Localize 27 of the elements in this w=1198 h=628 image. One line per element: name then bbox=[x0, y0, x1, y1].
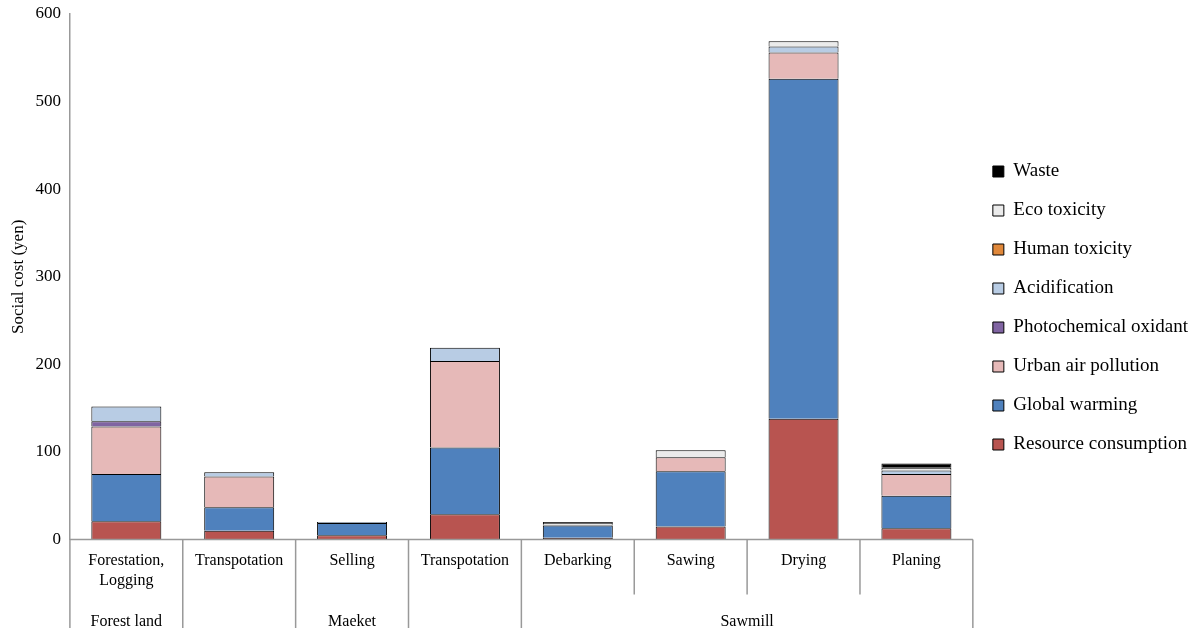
text: Maeket bbox=[328, 612, 377, 628]
y-tick-label: 200 bbox=[35, 353, 61, 373]
legend-label: Resource consumption bbox=[1013, 432, 1188, 454]
legend-label: Acidification bbox=[1013, 276, 1115, 298]
y-tick-label: 400 bbox=[35, 178, 61, 198]
y-tick-label: 600 bbox=[35, 3, 61, 23]
text: Forest land bbox=[90, 612, 163, 628]
x-tick-label: Drying bbox=[780, 551, 827, 570]
legend-label: Waste bbox=[1013, 159, 1060, 181]
legend-label: Urban air pollution bbox=[1013, 354, 1160, 376]
y-tick-label: 0 bbox=[52, 529, 61, 549]
x-tick-label: Transpotation bbox=[195, 551, 284, 570]
x-tick-label: Planing bbox=[891, 551, 941, 570]
text: Sawmill bbox=[720, 612, 775, 628]
legend-label: Human toxicity bbox=[1013, 237, 1133, 259]
y-tick-label: 300 bbox=[35, 266, 61, 286]
legend-label: Photochemical oxidant bbox=[1013, 315, 1189, 337]
x-tick-label: Transpotation bbox=[420, 551, 510, 570]
y-axis-title: Social cost (yen) bbox=[7, 219, 27, 334]
x-tick-label: Selling bbox=[329, 551, 375, 570]
y-tick-label: 500 bbox=[35, 91, 61, 111]
legend-label: Global warming bbox=[1013, 393, 1138, 415]
x-tick-label: Forestation, Logging bbox=[88, 551, 165, 589]
x-tick-label: Sawing bbox=[666, 551, 715, 570]
x-tick-label: Debarking bbox=[544, 551, 612, 570]
legend-label: Eco toxicity bbox=[1013, 198, 1107, 220]
y-tick-label: 100 bbox=[35, 441, 61, 461]
